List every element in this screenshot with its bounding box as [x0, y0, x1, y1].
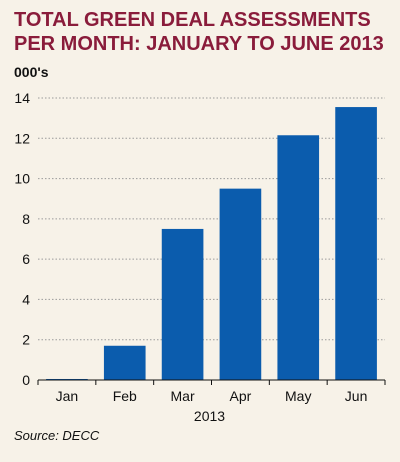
bar [335, 107, 377, 381]
y-tick-label: 10 [14, 171, 30, 187]
y-tick-label: 4 [22, 291, 30, 307]
x-axis-title: 2013 [194, 408, 225, 424]
y-tick-label: 6 [22, 251, 30, 267]
x-tick-label: Jan [56, 388, 79, 404]
y-tick-label: 12 [14, 130, 30, 146]
x-tick-label: Feb [113, 388, 137, 404]
bar [103, 345, 146, 380]
bar [161, 228, 204, 380]
x-tick-label: Jun [345, 388, 368, 404]
y-tick-label: 0 [22, 372, 30, 388]
x-tick-label: May [285, 388, 311, 404]
bar [277, 135, 320, 380]
source-note: Source: DECC [14, 428, 100, 443]
y-tick-label: 8 [22, 211, 30, 227]
y-axis-unit-label: 000's [14, 64, 49, 80]
y-tick-label: 2 [22, 332, 30, 348]
x-tick-label: Mar [171, 388, 195, 404]
bar [219, 188, 262, 380]
chart-title: TOTAL GREEN DEAL ASSESSMENTS PER MONTH: … [14, 9, 384, 55]
bar [46, 378, 88, 380]
x-tick-label: Apr [230, 388, 252, 404]
y-tick-label: 14 [14, 90, 30, 106]
